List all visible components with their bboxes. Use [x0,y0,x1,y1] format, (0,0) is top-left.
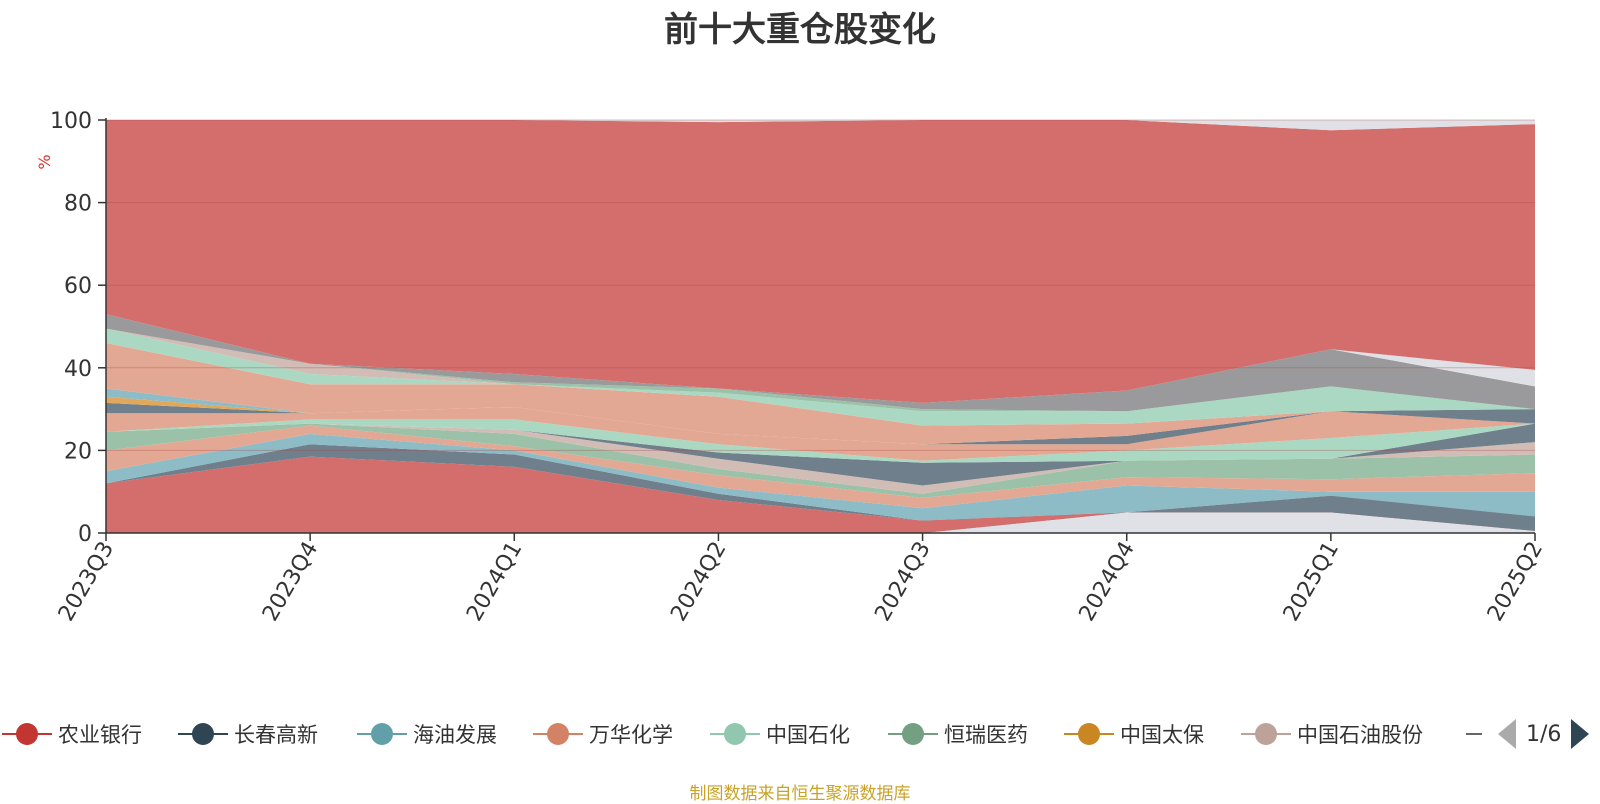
legend-prev-page-icon[interactable] [1498,719,1516,749]
x-tick-label-5: 2024Q4 [1075,538,1140,626]
area-band-7 [106,456,1535,533]
legend-label: 海油发展 [413,723,497,747]
legend-item-0[interactable]: 农业银行 [2,717,142,751]
legend-pager: 1/6 [1498,718,1590,750]
legend-marker-icon [888,720,938,748]
legend-marker-icon [1241,720,1291,748]
x-tick-label-4: 2024Q3 [870,538,935,626]
area-band-26 [106,120,1535,403]
legend-page-indicator: 1/6 [1526,721,1562,747]
legend-item-partial [1466,717,1482,751]
legend-label: 恒瑞医药 [944,723,1028,747]
legend-next-page-icon[interactable] [1571,719,1590,749]
x-tick-label-0: 2023Q3 [54,538,119,626]
area-band-20 [106,328,1535,426]
legend-marker-icon [533,720,583,748]
area-band-11 [106,423,1535,498]
legend-label: 中国太保 [1120,723,1204,747]
legend-label: 中国石油股份 [1297,723,1423,747]
legend-item-5[interactable]: 恒瑞医药 [888,717,1028,751]
source-note: 制图数据来自恒生聚源数据库 [689,784,911,804]
x-tick-label-1: 2023Q4 [258,538,323,626]
x-tick-label-3: 2024Q2 [666,538,731,626]
legend-marker-icon [2,720,52,748]
legend-marker-icon [1064,720,1114,748]
y-axis-label: % [35,154,54,169]
y-tick-label-2: 40 [64,357,92,382]
legend-item-2[interactable]: 海油发展 [357,717,497,751]
x-tick-label-7: 2025Q2 [1483,538,1548,626]
area-band-10 [106,425,1535,509]
x-tick-label-6: 2025Q1 [1279,538,1344,626]
legend-marker-icon [1466,720,1482,748]
legend-label: 万华化学 [589,723,673,747]
y-tick-label-1: 20 [64,439,92,464]
legend-label: 农业银行 [58,723,142,747]
legend-label: 长春高新 [234,723,318,747]
legend-label: 中国石化 [766,723,850,747]
area-band-27 [106,120,1535,131]
y-tick-label-5: 100 [50,109,92,134]
legend-marker-icon [178,720,228,748]
y-tick-label-4: 80 [64,192,92,217]
y-tick-label-0: 0 [78,522,92,547]
y-tick-label-3: 60 [64,274,92,299]
legend-marker-icon [357,720,407,748]
legend-item-7[interactable]: 中国石油股份 [1241,717,1423,751]
area-band-19 [106,343,1535,445]
legend: 农业银行 长春高新 海油发展 万华化学 中国石化 恒瑞医药 中国太保 中国石油股份 [0,717,1600,751]
legend-item-6[interactable]: 中国太保 [1064,717,1204,751]
legend-item-3[interactable]: 万华化学 [533,717,673,751]
area-band-24 [106,314,1535,412]
area-band-15 [106,407,1535,461]
area-band-14 [106,419,1535,463]
legend-item-4[interactable]: 中国石化 [710,717,850,751]
legend-marker-icon [710,720,760,748]
area-band-12 [106,423,1535,494]
area-band-9 [106,433,1535,521]
x-tick-label-2: 2024Q1 [462,538,527,626]
legend-item-1[interactable]: 长春高新 [178,717,318,751]
area-band-8 [106,444,1535,531]
chart-title: 前十大重仓股变化 [664,10,936,50]
area-band-16 [106,402,1535,445]
